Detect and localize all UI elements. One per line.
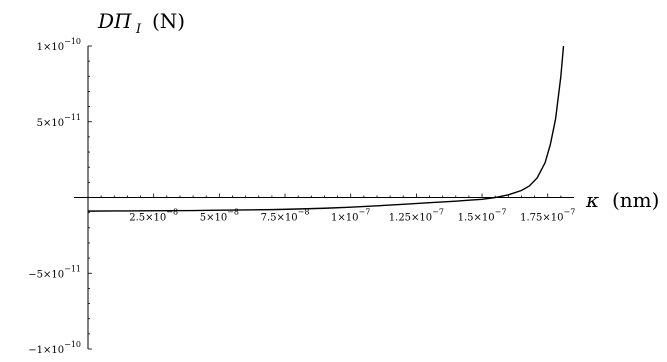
y-axis-title-unit: (N) — [152, 9, 185, 33]
x-tick-exponent: −8 — [166, 208, 178, 217]
x-tick-mantissa: 1 — [331, 213, 337, 224]
x-axis-title-unit: (nm) — [612, 188, 659, 212]
y-tick-label-text: −5×10−11 — [28, 264, 81, 280]
minor-ticks — [88, 45, 562, 350]
x-tick-exponent: −7 — [432, 208, 444, 217]
x-tick-label-text: 1.25×10−7 — [389, 208, 444, 224]
y-tick-exponent: −11 — [64, 113, 81, 122]
x-tick-label: 7.5×10−8 — [261, 208, 310, 224]
y-tick-label: −5×10−11 — [28, 264, 81, 280]
x-tick-exponent: −7 — [564, 208, 576, 217]
y-tick-label: 5×10−11 — [37, 113, 81, 129]
y-ticks: 1×10−105×10−11−5×10−11−1×10−10 — [28, 37, 81, 356]
y-tick-mantissa: 5 — [37, 118, 43, 129]
x-tick-exponent: −7 — [359, 208, 371, 217]
x-tick-label: 1.5×10−7 — [458, 208, 507, 224]
x-tick-times: ×10 — [206, 213, 227, 224]
x-tick-mantissa: 1.5 — [458, 213, 474, 224]
x-tick-label-text: 1.5×10−7 — [458, 208, 507, 224]
series-line — [87, 45, 565, 212]
y-tick-times: ×10 — [43, 118, 64, 129]
x-tick-times: ×10 — [337, 213, 358, 224]
y-tick-label-text: −1×10−10 — [28, 340, 81, 356]
y-tick-times: ×10 — [43, 42, 64, 53]
x-tick-label-text: 1.75×10−7 — [520, 208, 575, 224]
x-tick-label-text: 1×10−7 — [331, 208, 370, 224]
x-tick-times: ×10 — [277, 213, 298, 224]
x-tick-times: ×10 — [145, 213, 166, 224]
x-tick-mantissa: 1.75 — [520, 213, 542, 224]
y-tick-exponent: −11 — [64, 264, 81, 273]
x-tick-times: ×10 — [411, 213, 432, 224]
x-tick-label: 2.5×10−8 — [129, 208, 178, 224]
x-ticks: 2.5×10−85×10−87.5×10−81×10−71.25×10−71.5… — [129, 208, 575, 224]
y-tick-mantissa: −5 — [28, 269, 43, 280]
x-tick-mantissa: 1.25 — [389, 213, 411, 224]
x-tick-label: 1×10−7 — [331, 208, 370, 224]
y-tick-mantissa: 1 — [37, 42, 43, 53]
x-tick-mantissa: 5 — [200, 213, 206, 224]
x-tick-exponent: −8 — [227, 208, 239, 217]
y-tick-times: ×10 — [43, 345, 64, 356]
y-tick-mantissa: −1 — [28, 345, 43, 356]
x-tick-mantissa: 7.5 — [261, 213, 277, 224]
x-tick-label: 5×10−8 — [200, 208, 239, 224]
x-tick-label: 1.25×10−7 — [389, 208, 444, 224]
y-axis-title-subscript: I — [135, 22, 142, 37]
y-tick-label: 1×10−10 — [37, 37, 81, 53]
x-tick-label: 1.75×10−7 — [520, 208, 575, 224]
x-axis-title-symbol: κ — [585, 188, 599, 212]
x-tick-exponent: −7 — [495, 208, 507, 217]
x-tick-mantissa: 2.5 — [129, 213, 145, 224]
x-tick-times: ×10 — [542, 213, 563, 224]
y-tick-exponent: −10 — [64, 37, 81, 46]
x-tick-label-text: 2.5×10−8 — [129, 208, 178, 224]
y-axis-title: DΠ I (N) — [97, 9, 185, 37]
x-tick-label-text: 7.5×10−8 — [261, 208, 310, 224]
y-tick-label: −1×10−10 — [28, 340, 81, 356]
x-tick-times: ×10 — [474, 213, 495, 224]
y-tick-exponent: −10 — [64, 340, 81, 349]
y-tick-label-text: 1×10−10 — [37, 37, 81, 53]
y-tick-label-text: 5×10−11 — [37, 113, 81, 129]
y-tick-times: ×10 — [43, 269, 64, 280]
y-axis-title-main: DΠ — [97, 9, 132, 33]
x-tick-exponent: −8 — [298, 208, 310, 217]
x-tick-label-text: 5×10−8 — [200, 208, 239, 224]
x-axis-title: κ (nm) — [585, 188, 659, 212]
